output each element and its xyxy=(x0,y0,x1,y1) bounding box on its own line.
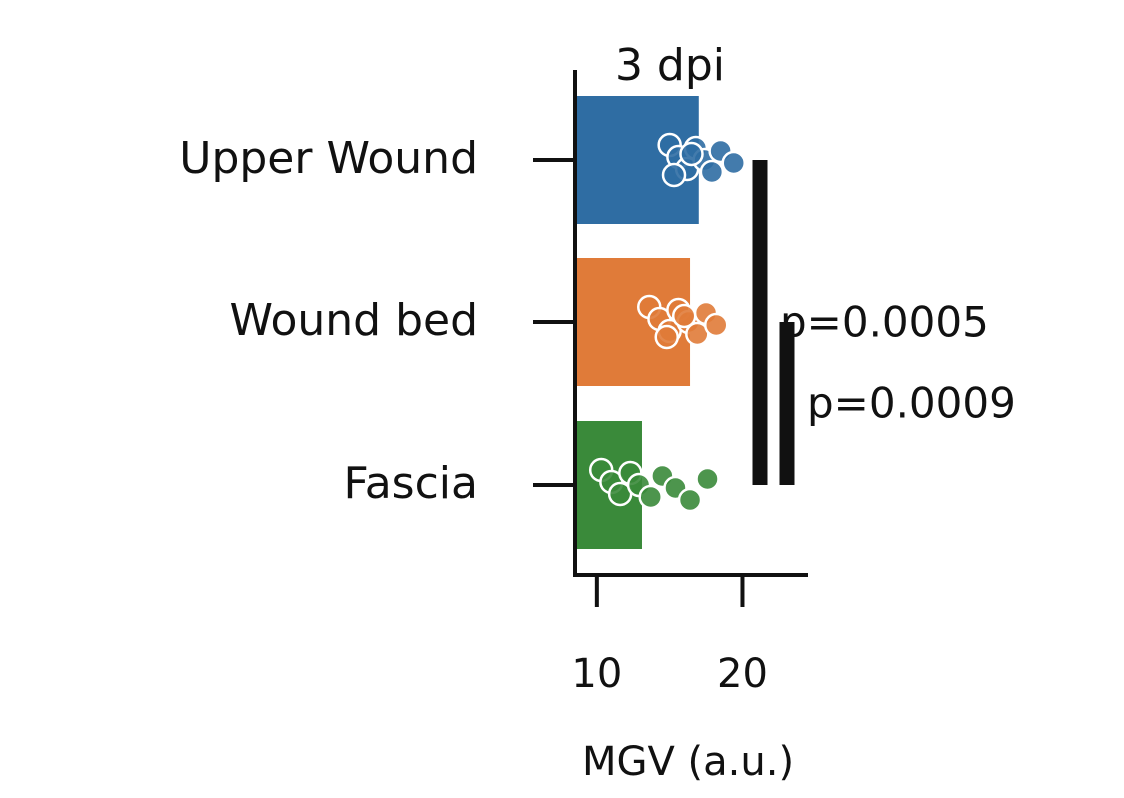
x-ticks: 10 20 xyxy=(571,575,768,697)
point-upper-wound xyxy=(721,150,746,176)
points xyxy=(588,132,746,513)
point-upper-wound xyxy=(679,141,704,167)
point-upper-wound xyxy=(661,162,687,188)
y-ticks: Upper Wound Wound bed Fascia xyxy=(179,133,575,509)
y-tick-label: Fascia xyxy=(343,458,478,509)
point-upper-wound xyxy=(699,159,725,185)
point-wound-bed xyxy=(704,312,729,338)
y-tick-label: Wound bed xyxy=(230,295,478,346)
y-tick-label: Upper Wound xyxy=(179,133,478,184)
x-axis-label: MGV (a.u.) xyxy=(582,739,794,785)
point-wound-bed xyxy=(654,324,679,350)
significance-brackets: p=0.0005 p=0.0009 xyxy=(752,160,1016,485)
point-fascia xyxy=(677,487,703,513)
x-tick-label: 10 xyxy=(571,651,622,697)
point-fascia xyxy=(695,466,720,492)
chart-title: 3 dpi xyxy=(615,40,725,91)
p-value-label: p=0.0005 xyxy=(780,298,989,347)
x-tick-label: 20 xyxy=(717,651,768,697)
p-value-label: p=0.0009 xyxy=(807,379,1016,428)
point-wound-bed xyxy=(671,303,697,329)
point-fascia xyxy=(638,484,663,510)
